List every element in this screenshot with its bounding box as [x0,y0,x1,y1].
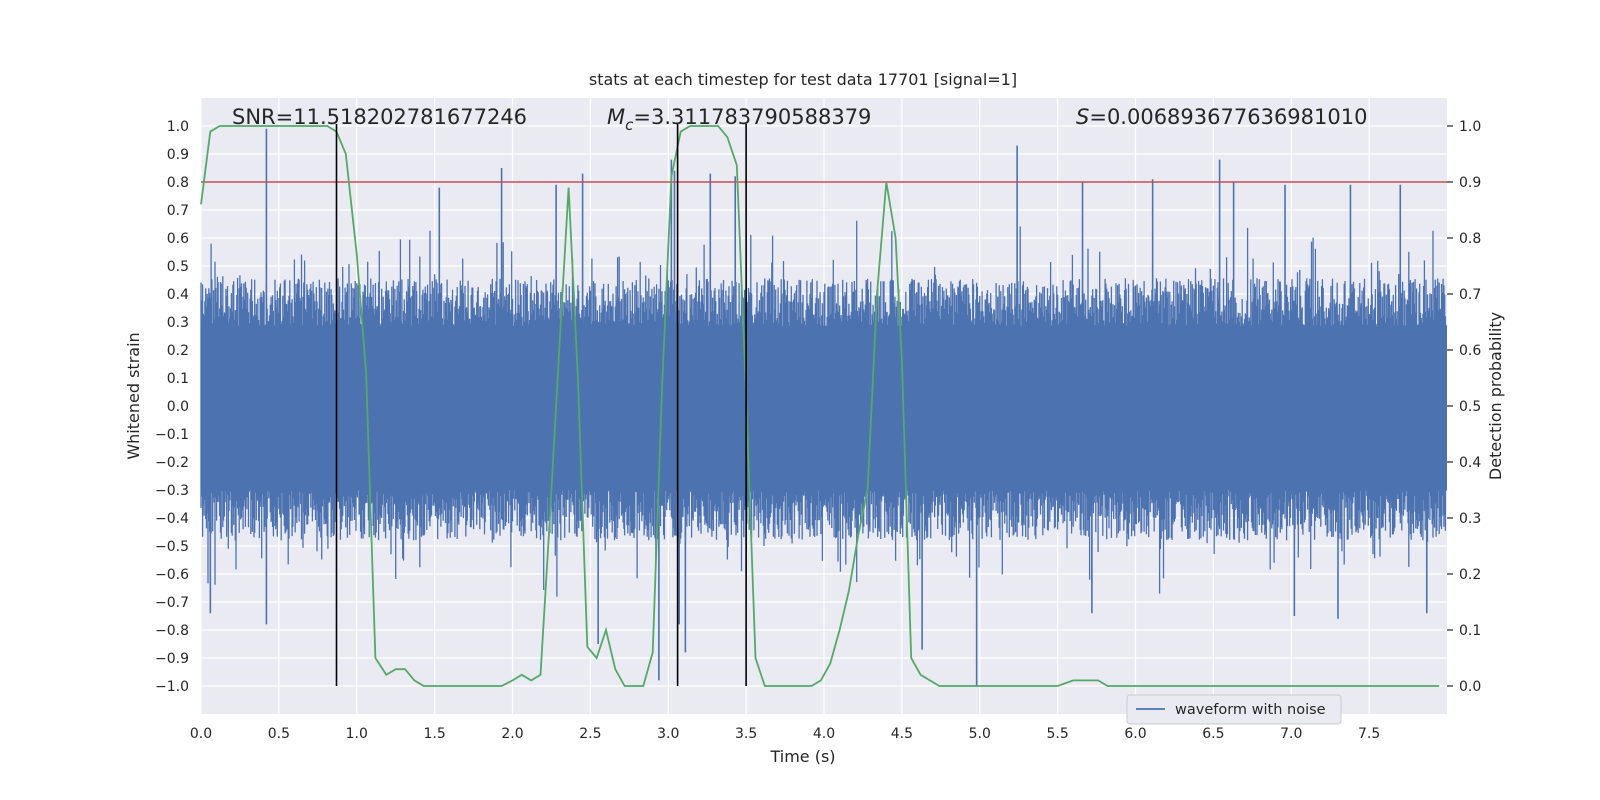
x-tick-label: 4.0 [813,726,835,742]
x-tick-label: 1.5 [423,726,445,742]
y-right-tick-label: 0.5 [1459,399,1481,415]
y-left-tick-label: −0.6 [155,567,189,583]
y-left-tick-label: 0.0 [167,399,189,415]
y-left-axis-label: Whitened strain [124,332,143,459]
x-tick-label: 5.0 [969,726,991,742]
x-tick-label: 1.0 [346,726,368,742]
x-tick-label: 2.0 [501,726,523,742]
y-left-tick-label: −0.7 [155,595,189,611]
y-left-tick-label: −0.4 [155,511,189,527]
x-tick-label: 2.5 [579,726,601,742]
y-right-tick-label: 0.0 [1459,679,1481,695]
s-value: =0.006893677636981010 [1089,105,1367,129]
snr-annotation: SNR=11.518202781677246 [232,105,527,129]
s-symbol: S [1076,105,1089,129]
y-left-tick-label: 0.6 [167,231,189,247]
chirp-mass-annotation: Mc=3.311783790588379 [607,105,871,134]
x-tick-label: 0.5 [268,726,290,742]
x-tick-label: 5.5 [1046,726,1068,742]
y-right-tick-label: 0.8 [1459,231,1481,247]
y-left-tick-label: 0.8 [167,175,189,191]
y-right-tick-label: 0.9 [1459,175,1481,191]
y-left-tick-label: −0.3 [155,483,189,499]
detection-probability-line [200,125,1440,687]
x-tick-label: 6.5 [1202,726,1224,742]
x-tick-label: 0.0 [190,726,212,742]
y-left-tick-label: 0.1 [167,371,189,387]
y-right-tick-label: 0.3 [1459,511,1481,527]
x-axis-label: Time (s) [769,747,835,766]
x-tick-label: 7.5 [1358,726,1380,742]
y-left-tick-label: −0.5 [155,539,189,555]
y-left-tick-label: 0.9 [167,147,189,163]
legend-box [1126,694,1342,725]
y-left-tick-label: −0.2 [155,455,189,471]
y-right-tick-label: 0.2 [1459,567,1481,583]
chart-title: stats at each timestep for test data 177… [589,70,1017,89]
legend-label: waveform with noise [1175,702,1326,718]
y-right-tick-label: 0.7 [1459,287,1481,303]
mc-value: =3.311783790588379 [633,105,871,129]
y-right-tick-label: 0.6 [1459,343,1481,359]
x-tick-label: 4.5 [891,726,913,742]
y-left-tick-label: −0.9 [155,651,189,667]
y-right-tick-label: 0.1 [1459,623,1481,639]
x-tick-label: 6.0 [1124,726,1146,742]
x-tick-label: 3.0 [657,726,679,742]
mc-subscript: c [625,116,634,134]
y-left-tick-label: −0.1 [155,427,189,443]
y-left-tick-label: 0.2 [167,343,189,359]
y-right-tick-label: 0.4 [1459,455,1481,471]
y-right-axis-label: Detection probability [1486,312,1505,480]
y-left-tick-label: −1.0 [155,679,189,695]
y-left-tick-label: 0.3 [167,315,189,331]
y-right-tick-label: 1.0 [1459,119,1481,135]
x-tick-label: 3.5 [735,726,757,742]
legend: waveform with noise [1126,694,1342,725]
s-annotation: S=0.006893677636981010 [1076,105,1367,129]
mc-symbol: M [607,105,625,129]
waveform-line [200,220,1447,597]
y-left-tick-label: 1.0 [167,119,189,135]
y-left-tick-label: 0.4 [167,287,189,303]
x-tick-label: 7.0 [1280,726,1302,742]
y-left-tick-label: 0.7 [167,203,189,219]
y-left-tick-label: −0.8 [155,623,189,639]
y-left-tick-label: 0.5 [167,259,189,275]
